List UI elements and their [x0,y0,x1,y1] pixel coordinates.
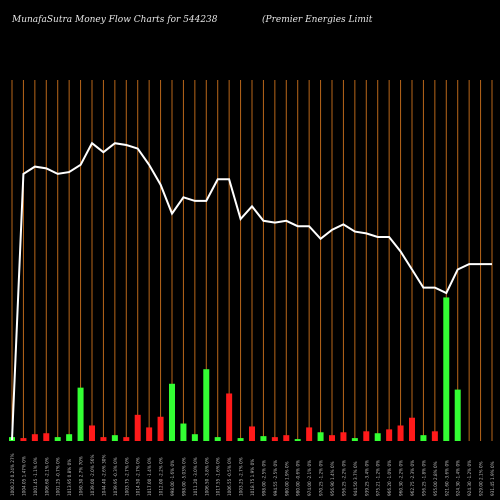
x-tick-label: 974.00 -2.1% 0% [307,460,312,496]
chart-title: MunafaSutra Money Flow Charts for 544238 [12,15,218,25]
x-tick-label: 1006.50 -3.8% 0% [204,457,209,496]
flow-bar [409,417,415,441]
x-tick-label: 1039.00 -2.0% 56% [90,455,95,496]
flow-bar [226,393,233,441]
x-tick-label: 929.00 2.1% 0% [479,461,484,496]
x-tick-label: 1004.05 1.47% 0% [21,456,26,496]
flow-bar [146,427,153,441]
flow-bar [363,431,370,441]
flow-bar [54,437,61,441]
flow-bar [306,427,313,441]
x-tick-label: 944.50 3.7% 0% [353,461,358,496]
x-tick-label: 1006.55 -0.5% 0% [227,457,232,496]
price-line-layer [11,141,492,441]
x-tick-label: 1039.95 -0.3% 0% [113,457,118,496]
price-line [11,141,492,441]
x-tick-label: 921.60 -3.6% 0% [444,460,449,496]
flow-bar [203,369,210,441]
x-tick-label: 966.20 -1.0% 0% [387,460,392,496]
flow-bar [111,435,118,441]
flow-bar [214,437,221,441]
flow-bar [340,432,347,441]
x-tick-label: 1003.75 -2.7% 0% [124,457,129,496]
x-tick-label: 1060.30 2.7% 70% [79,456,84,496]
flow-bar [386,429,393,441]
flow-bar [249,426,255,441]
x-tick-label: 1001.25 -0.7% 0% [56,457,61,496]
flow-bar [271,437,278,441]
flow-bar [66,434,73,441]
x-tick-label: 960.30 -2.2% 0% [399,460,404,496]
flow-bar [420,435,427,441]
x-tick-label: 931.45 1.9% 0% [490,461,495,496]
x-tick-label: 1006.60 -2.1% 0% [44,457,49,496]
x-tick-label: 1000.22 0.24% 27% [10,453,15,496]
x-tick-label: 975.21 -1.2% 0% [376,460,381,496]
x-tick-label: 980.00 -0.6% 0% [296,460,301,496]
flow-bar [443,297,450,441]
flow-bar [237,438,244,441]
x-tick-label: 1012.00 -2.2% 0% [159,457,164,496]
flow-bar [260,436,267,441]
flow-bar [77,387,84,441]
flow-bar [454,389,461,441]
grid-layer [11,80,493,441]
x-tick-label: 998.00 -5.03% 0% [181,457,186,496]
flow-bar [31,434,38,441]
bar-layer [9,297,461,441]
x-tick-label: 962.75 -2.3% 0% [410,460,415,496]
flow-bar [317,432,324,441]
x-tick-label: 1001.45 -1.1% 0% [33,457,38,496]
flow-bar [20,438,27,441]
x-tick-label: 980.00 1.9% 0% [284,461,289,496]
x-tick-label: 924.30 -1.2% 0% [467,460,472,496]
flow-bar [169,383,175,441]
flow-bar [123,437,130,441]
flow-bar [134,414,141,441]
flow-bar [329,435,335,441]
x-tick-label: 998.00 -2.5% 0% [261,460,266,496]
x-label-layer: 1000.22 0.24% 27% 1004.05 1.47% 0% 1001.45… [10,453,495,496]
x-tick-label: 1017.00 -1.4% 0% [147,457,152,496]
x-tick-label: 956.25 -1.8% 0% [421,460,426,496]
x-tick-label: 1013.95 0.8% 0% [67,459,72,496]
x-tick-label: 970.25 -1.2% 0% [319,460,324,496]
flow-bar [180,423,187,441]
flow-bar [43,433,50,441]
x-tick-label: 955.00 2.8% 0% [433,461,438,496]
x-tick-label: 956.90 1.4% 0% [330,461,335,496]
x-tick-label: 1011.20 -3.0% 0% [193,457,198,496]
flow-bar [431,431,438,441]
x-tick-label: 1003.25 -2.7% 0% [239,457,244,496]
flow-bar [294,439,301,441]
x-tick-label: 1014.50 -2.7% 0% [136,457,141,496]
x-tick-label: 939.25 -3.4% 0% [364,460,369,496]
x-tick-label: 1018.75 1.9% 0% [250,459,255,496]
x-tick-label: 1017.55 -1.6% 0% [216,457,221,496]
x-tick-label: 1044.40 -2.6% 30% [101,455,106,496]
flow-bar [157,416,164,441]
flow-bar [397,425,404,441]
x-tick-label: 924.30 -1.4% 0% [456,460,461,496]
flow-bar [89,425,95,441]
x-tick-label: 956.25 -2.2% 0% [341,460,346,496]
flow-bar [351,438,358,441]
flow-bar [283,435,290,441]
flow-bar [100,437,107,441]
flow-bar [191,434,198,441]
x-tick-label: 994.55 -2.5% 0% [273,460,278,496]
x-tick-label: 998.00 -1.6% 0% [170,460,175,496]
flow-bar [374,433,381,441]
chart-subtitle: (Premier Energies Limit [262,15,373,25]
